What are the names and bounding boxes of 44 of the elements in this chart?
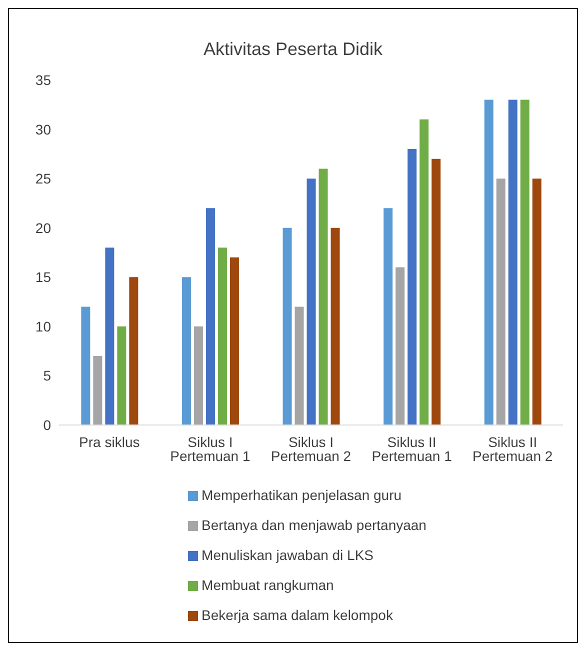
bar — [129, 277, 138, 425]
legend-label: Bekerja sama dalam kelompok — [202, 607, 393, 623]
bar — [218, 248, 227, 425]
bar — [396, 267, 405, 425]
bar — [508, 100, 518, 425]
bar — [306, 178, 316, 425]
y-tick-label: 10 — [35, 318, 52, 334]
bar — [318, 168, 328, 425]
bar — [206, 208, 215, 425]
bar — [230, 257, 239, 425]
y-tick-label: 5 — [43, 368, 52, 384]
bar — [182, 277, 191, 425]
bar — [117, 326, 126, 425]
bar — [282, 228, 292, 425]
bar — [484, 100, 494, 425]
bar — [81, 306, 90, 425]
bar — [384, 208, 393, 425]
x-tick-label: Pra siklus — [79, 434, 140, 450]
legend-label: Membuat rangkuman — [202, 577, 334, 593]
x-tick-label: Siklus I Pertemuan 1 — [170, 434, 250, 464]
bar — [408, 149, 417, 425]
bar — [105, 248, 114, 425]
legend-label: Memperhatikan penjelasan guru — [202, 487, 402, 503]
legend-label: Menuliskan jawaban di LKS — [202, 547, 374, 563]
bar — [432, 158, 441, 425]
legend-label: Bertanya dan menjawab pertanyaan — [202, 517, 426, 533]
y-tick-label: 25 — [35, 170, 52, 187]
y-tick-label: 30 — [35, 121, 52, 138]
y-tick-label: 35 — [35, 72, 52, 88]
bar — [93, 356, 102, 425]
bar — [496, 178, 506, 425]
bar — [520, 100, 530, 425]
y-tick-label: 0 — [43, 416, 52, 433]
x-tick-label: Siklus I Pertemuan 2 — [270, 434, 352, 464]
y-tick-label: 15 — [35, 269, 52, 286]
bar — [194, 326, 203, 425]
bar — [532, 178, 542, 425]
bar — [420, 119, 429, 425]
chart-title: Aktivitas Peserta Didik — [202, 39, 384, 60]
bar — [330, 228, 340, 425]
x-tick-label: Siklus II Pertemuan 1 — [372, 434, 452, 464]
x-tick-label: Siklus II Pertemuan 2 — [472, 434, 553, 464]
bar — [294, 306, 304, 425]
y-tick-label: 20 — [35, 220, 52, 236]
